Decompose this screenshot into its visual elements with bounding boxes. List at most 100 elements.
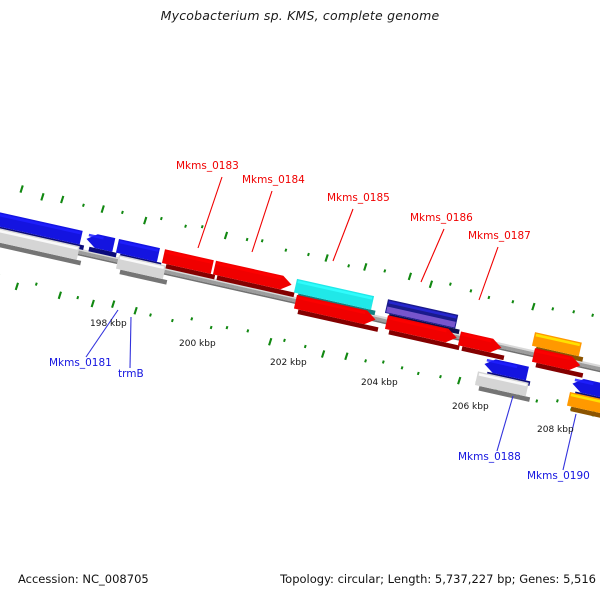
trmB-gene[interactable]	[84, 232, 120, 258]
sequence-tick	[381, 360, 385, 364]
feature-highlight	[119, 240, 159, 252]
sequence-tick	[307, 252, 310, 257]
sequence-tick	[400, 366, 404, 370]
sequence-tick	[121, 210, 124, 215]
Mkms_0190-orange[interactable]	[566, 391, 600, 419]
feature-shadow	[478, 386, 531, 402]
feature-highlight	[0, 227, 79, 250]
sequence-tick	[535, 399, 539, 403]
feature-shadow	[216, 275, 295, 298]
Mkms_0183-gene[interactable]	[161, 249, 218, 280]
sequence-tick	[190, 317, 194, 321]
leader-line	[420, 228, 445, 283]
sequence-tick	[60, 195, 65, 204]
sequence-tick	[209, 325, 213, 330]
gene-label[interactable]: Mkms_0190	[527, 470, 590, 482]
feature-highlight	[119, 256, 165, 270]
sequence-tick	[170, 318, 174, 323]
feature-highlight	[535, 333, 581, 347]
feature-highlight	[461, 333, 492, 343]
sequence-tick	[320, 350, 326, 358]
scale-label: 198 kbp	[90, 319, 127, 329]
sequence-tick	[246, 329, 250, 333]
scale-label: 202 kbp	[270, 358, 307, 368]
status-bar: Accession: NC_008705 Topology: circular;…	[0, 572, 600, 592]
sequence-tick	[245, 237, 249, 242]
feature-shadow	[0, 240, 82, 266]
feature-body[interactable]	[483, 357, 529, 381]
sequence-tick	[76, 295, 80, 300]
feature-shadow	[119, 269, 168, 285]
gene-label[interactable]: Mkms_0188	[458, 451, 521, 463]
leader-line	[197, 176, 223, 249]
sequence-tick	[111, 300, 116, 308]
feature-highlight	[88, 233, 104, 240]
feature-shadow	[570, 406, 600, 419]
gene-label[interactable]: Mkms_0186	[410, 212, 473, 224]
leader-line	[496, 395, 514, 452]
sequence-tick	[347, 264, 351, 268]
sequence-tick	[469, 289, 473, 293]
sequence-tick	[57, 291, 62, 300]
sequence-tick	[200, 224, 204, 229]
Mkms_0187-gene[interactable]	[457, 331, 508, 361]
sequence-tick	[303, 344, 307, 349]
Mkms_0185-gene[interactable]	[293, 294, 382, 332]
feature-shadow	[461, 346, 505, 361]
feature-highlight	[0, 211, 81, 235]
sequence-tick	[457, 376, 462, 385]
feature-shadow	[165, 263, 216, 280]
feature-highlight	[297, 280, 373, 300]
sequence-tick	[149, 313, 152, 317]
sequence-tick	[82, 203, 85, 208]
gene-features[interactable]	[0, 210, 600, 419]
page-title: Mycobacterium sp. KMS, complete genome	[160, 8, 440, 23]
sequence-tick	[591, 313, 595, 317]
sequence-tick	[284, 248, 288, 252]
sequence-tick	[416, 371, 420, 376]
Mkms_0186-gene[interactable]	[384, 315, 463, 351]
feature-highlight	[216, 262, 282, 280]
gene-label[interactable]: Mkms_0187	[468, 230, 531, 242]
leader-line	[478, 246, 499, 301]
sequence-tick	[531, 302, 536, 311]
sequence-tick	[19, 185, 24, 193]
Mkms_0189-gene[interactable]	[531, 348, 586, 378]
feature-shadow	[388, 329, 460, 351]
sequence-tick	[383, 269, 387, 273]
sequence-tick	[439, 374, 442, 379]
sequence-tick	[448, 282, 452, 286]
gene-label[interactable]: Mkms_0184	[242, 174, 305, 186]
Mkms_0181-gray[interactable]	[0, 226, 84, 266]
label-leader-lines	[85, 176, 577, 471]
feature-highlight	[574, 378, 594, 386]
sequence-tick	[551, 307, 555, 311]
leader-line	[129, 316, 132, 369]
Mkms_0184-gene[interactable]	[212, 260, 298, 298]
leader-line	[562, 413, 577, 471]
sequence-tick	[225, 325, 229, 330]
Mkms_0182-gray[interactable]	[115, 254, 170, 285]
gene-label[interactable]: trmB	[118, 368, 144, 380]
feature-body[interactable]	[85, 232, 116, 252]
sequence-tick	[555, 399, 559, 403]
sequence-tick	[344, 352, 349, 361]
sequence-tick	[184, 224, 187, 228]
Mkms_0188-gray[interactable]	[474, 371, 533, 402]
gene-label[interactable]: Mkms_0183	[176, 160, 239, 172]
feature-shadow	[297, 309, 379, 332]
scale-label: 200 kbp	[179, 339, 216, 349]
sequence-tick	[407, 272, 413, 281]
gene-label[interactable]: Mkms_0181	[49, 357, 112, 369]
sequence-tick	[268, 337, 273, 346]
feature-highlight	[478, 373, 527, 387]
gene-label[interactable]: Mkms_0185	[327, 192, 390, 204]
feature-highlight	[388, 316, 447, 333]
feature-body[interactable]	[571, 377, 600, 398]
sequence-tick	[283, 338, 286, 343]
sequence-tick	[363, 263, 368, 271]
topology-text: Topology: circular; Length: 5,737,227 bp…	[280, 572, 596, 586]
